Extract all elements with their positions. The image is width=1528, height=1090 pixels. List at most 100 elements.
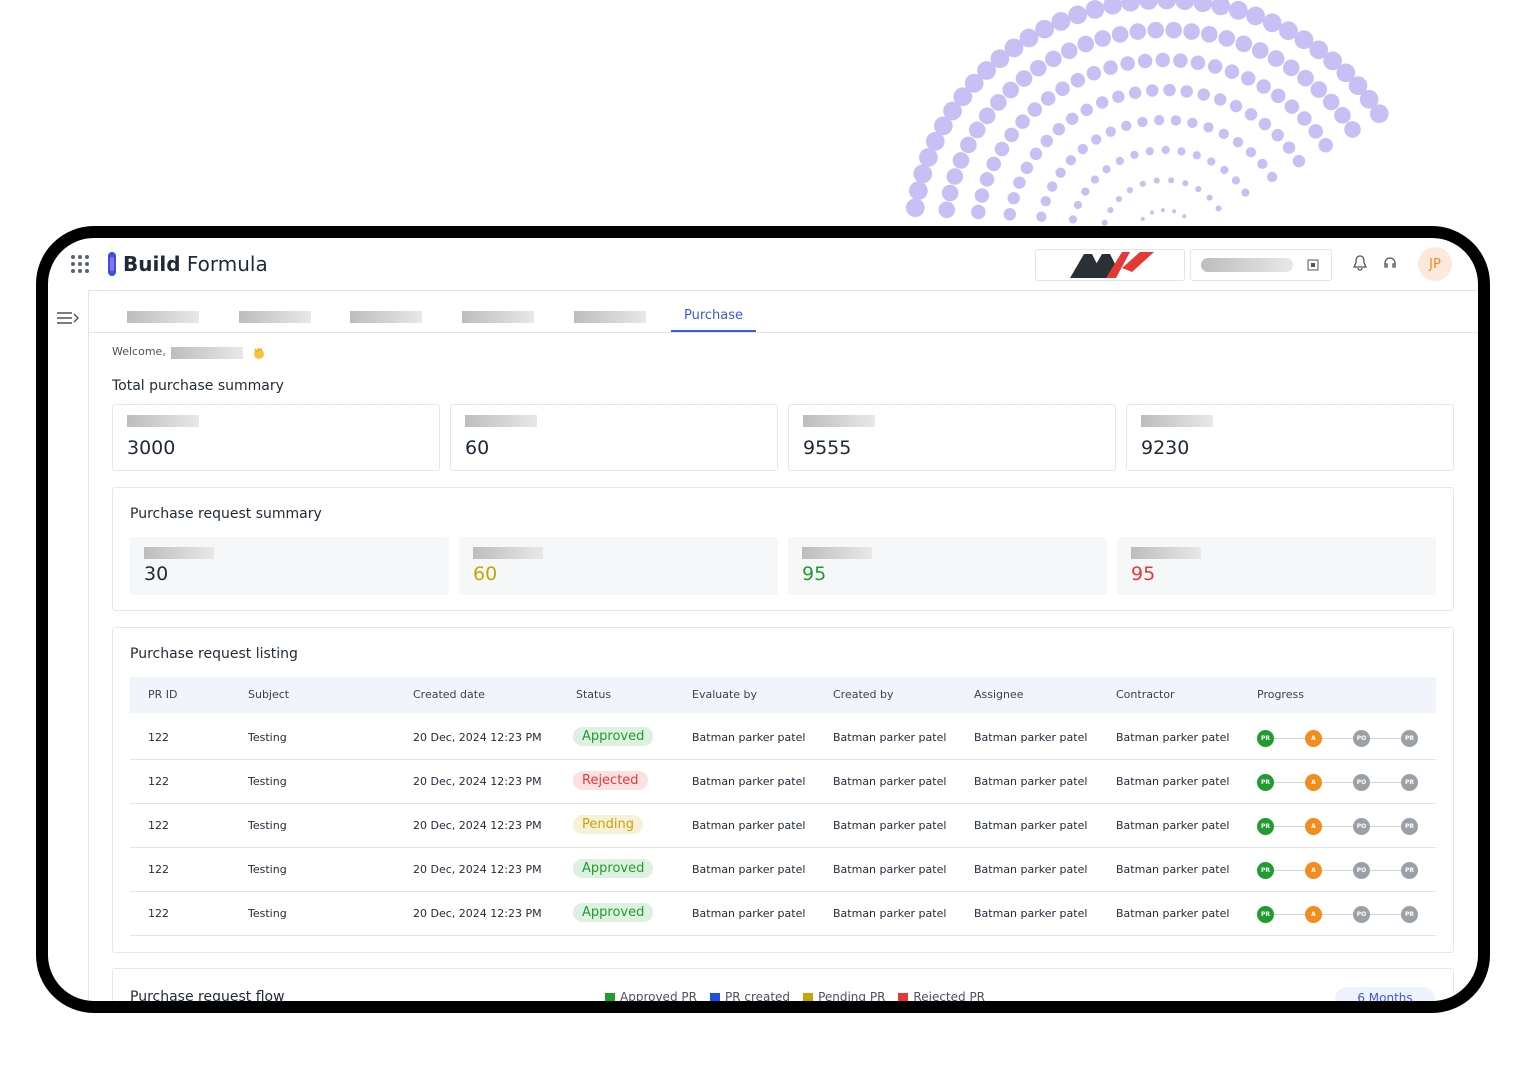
support-icon[interactable] bbox=[1383, 256, 1397, 270]
dot bbox=[1271, 88, 1286, 104]
summary-value: 30 bbox=[144, 563, 169, 585]
summary-value: 3000 bbox=[127, 437, 176, 459]
dot bbox=[1182, 214, 1187, 219]
cell: 122 bbox=[148, 907, 169, 920]
dot bbox=[1262, 13, 1282, 33]
dot bbox=[1224, 64, 1240, 79]
dot bbox=[1297, 111, 1312, 126]
cell: Batman parker patel bbox=[833, 775, 947, 788]
dot bbox=[1094, 30, 1112, 47]
dot bbox=[1003, 208, 1017, 221]
section-title: Purchase request summary bbox=[130, 506, 322, 522]
cell: Batman parker patel bbox=[692, 775, 806, 788]
dot bbox=[913, 164, 933, 184]
cell: Batman parker patel bbox=[974, 907, 1088, 920]
summary-value: 60 bbox=[465, 437, 490, 459]
dot bbox=[1348, 76, 1368, 96]
tab-placeholder[interactable] bbox=[574, 311, 646, 323]
search-box[interactable] bbox=[1190, 249, 1332, 281]
cell: Batman parker patel bbox=[1116, 731, 1230, 744]
apps-icon[interactable] bbox=[70, 254, 90, 274]
dot bbox=[1177, 147, 1186, 156]
dot bbox=[1086, 65, 1102, 81]
table-header bbox=[130, 677, 1436, 713]
cell: Batman parker patel bbox=[1116, 863, 1230, 876]
tab-placeholder[interactable] bbox=[239, 311, 311, 323]
dot bbox=[1149, 210, 1154, 215]
cell: Testing bbox=[248, 819, 287, 832]
tab-placeholder[interactable] bbox=[350, 311, 422, 323]
progress-step: PR bbox=[1401, 774, 1418, 791]
status-badge: Approved bbox=[573, 727, 654, 746]
scan-icon bbox=[1307, 259, 1319, 271]
dot bbox=[1195, 186, 1202, 193]
dot bbox=[1070, 73, 1086, 88]
label-placeholder bbox=[473, 547, 543, 559]
dot bbox=[1297, 69, 1314, 87]
cell: Testing bbox=[248, 907, 287, 920]
dot bbox=[1121, 120, 1132, 131]
dot bbox=[1310, 81, 1328, 98]
dot bbox=[1004, 127, 1019, 143]
tab-active[interactable]: Purchase bbox=[683, 308, 744, 323]
dot bbox=[1207, 59, 1223, 74]
progress-step: A bbox=[1305, 906, 1322, 923]
progress-step: PO bbox=[1353, 862, 1370, 879]
status-badge: Approved bbox=[573, 903, 654, 922]
dot bbox=[1182, 180, 1189, 187]
range-select[interactable]: 6 Months bbox=[1335, 987, 1435, 1005]
cell: 20 Dec, 2024 12:23 PM bbox=[413, 863, 542, 876]
cell: Batman parker patel bbox=[1116, 775, 1230, 788]
dot bbox=[943, 101, 962, 121]
cell: 122 bbox=[148, 819, 169, 832]
dot bbox=[1145, 147, 1154, 156]
dot bbox=[1241, 188, 1250, 197]
dot bbox=[1126, 187, 1134, 194]
dot bbox=[1206, 194, 1213, 201]
menu-toggle[interactable] bbox=[56, 311, 80, 325]
dot bbox=[1004, 38, 1024, 58]
dot bbox=[990, 49, 1010, 69]
dot bbox=[1183, 23, 1200, 40]
panel: Purchase request flow Approved PR PR creat… bbox=[112, 968, 1454, 1005]
dot bbox=[1334, 107, 1351, 124]
tab-placeholder[interactable] bbox=[127, 311, 199, 323]
dot bbox=[909, 181, 928, 201]
dot bbox=[1213, 93, 1227, 106]
progress-step: PO bbox=[1353, 818, 1370, 835]
dot bbox=[971, 204, 986, 220]
dot bbox=[978, 107, 996, 125]
dot bbox=[1235, 35, 1253, 53]
dot bbox=[1344, 121, 1361, 138]
dot bbox=[1115, 156, 1124, 166]
label-placeholder bbox=[1131, 547, 1201, 559]
tab-placeholder[interactable] bbox=[462, 311, 534, 323]
dot bbox=[1359, 89, 1379, 109]
dot bbox=[1245, 147, 1257, 158]
progress-step: PO bbox=[1353, 774, 1370, 791]
label-placeholder bbox=[803, 415, 875, 427]
summary-value: 9230 bbox=[1141, 437, 1190, 459]
dot bbox=[953, 87, 973, 107]
panel: Purchase request summary 30 60 95 95 bbox=[112, 487, 1454, 611]
row-separator bbox=[130, 935, 1436, 936]
row-separator bbox=[130, 759, 1436, 760]
summary-card: 9230 bbox=[1126, 404, 1454, 471]
label-placeholder bbox=[802, 547, 872, 559]
dot bbox=[1308, 124, 1323, 139]
dot bbox=[1175, 0, 1195, 11]
avatar[interactable]: JP bbox=[1418, 247, 1452, 281]
dot bbox=[1105, 126, 1116, 137]
dot bbox=[1257, 158, 1268, 170]
dot bbox=[974, 188, 990, 203]
company-logo[interactable] bbox=[1035, 249, 1185, 281]
dot bbox=[1192, 151, 1201, 160]
dot bbox=[1322, 93, 1340, 111]
range-label[interactable]: 6 Months bbox=[1357, 991, 1413, 1005]
bell-icon[interactable] bbox=[1353, 255, 1367, 271]
dot bbox=[1091, 134, 1102, 145]
cell: Batman parker patel bbox=[692, 819, 806, 832]
label-placeholder bbox=[144, 547, 214, 559]
cell: 122 bbox=[148, 863, 169, 876]
